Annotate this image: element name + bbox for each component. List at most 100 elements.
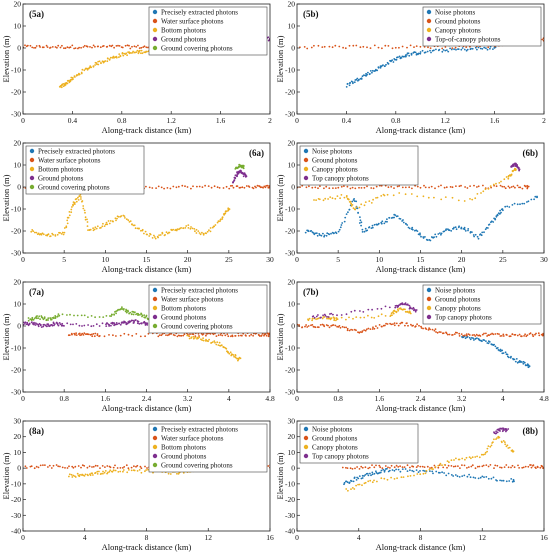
data-point	[194, 336, 196, 339]
data-point	[130, 313, 133, 315]
data-point	[463, 228, 466, 231]
data-point	[382, 468, 385, 471]
legend-entry: Noise photons	[312, 148, 353, 156]
data-point	[87, 324, 89, 326]
data-point	[209, 230, 212, 233]
data-point	[498, 333, 500, 335]
data-point	[363, 475, 365, 477]
x-tick-label: 0.4	[68, 116, 78, 125]
data-point	[472, 234, 475, 236]
data-point	[260, 334, 263, 337]
data-point	[433, 464, 436, 467]
data-point	[373, 44, 376, 47]
data-point	[326, 316, 328, 318]
data-point	[233, 355, 236, 358]
data-point	[104, 223, 107, 226]
data-point	[344, 216, 347, 219]
data-point	[476, 465, 479, 468]
data-point	[425, 469, 428, 472]
data-point	[349, 81, 351, 84]
data-point	[337, 230, 340, 233]
data-point	[419, 52, 422, 55]
data-point	[405, 303, 408, 306]
data-point	[502, 335, 505, 337]
data-point	[366, 46, 368, 49]
data-point	[129, 311, 132, 314]
data-point	[499, 430, 501, 432]
data-point	[118, 56, 120, 59]
data-point	[24, 323, 26, 325]
data-point	[26, 44, 29, 47]
data-point	[160, 334, 163, 337]
data-point	[383, 477, 386, 480]
data-point	[304, 325, 306, 328]
data-point	[368, 466, 371, 469]
data-point	[264, 333, 267, 335]
data-point	[71, 44, 74, 47]
data-point	[388, 306, 391, 309]
data-point	[121, 46, 124, 49]
data-point	[234, 176, 236, 179]
data-point	[411, 228, 414, 231]
legend-entry: Ground photons	[312, 435, 358, 443]
data-point	[417, 471, 420, 473]
data-point	[305, 324, 307, 326]
data-point	[89, 228, 92, 231]
data-point	[381, 467, 384, 470]
data-point	[271, 467, 273, 469]
data-point	[95, 323, 98, 326]
data-point	[64, 47, 67, 50]
legend-marker	[152, 323, 158, 329]
data-point	[109, 469, 112, 472]
data-point	[430, 51, 432, 54]
data-point	[76, 74, 79, 76]
y-tick-label: 10	[14, 22, 22, 31]
data-point	[26, 321, 29, 324]
data-point	[505, 176, 508, 178]
data-point	[405, 223, 407, 225]
data-point	[83, 475, 86, 477]
data-point	[39, 318, 41, 320]
legend-marker	[152, 426, 158, 432]
data-point	[511, 204, 514, 206]
data-point	[416, 473, 419, 475]
data-point	[403, 303, 406, 306]
data-point	[172, 228, 175, 231]
data-point	[359, 216, 361, 219]
data-point	[452, 465, 455, 468]
data-point	[474, 335, 477, 337]
data-point	[30, 230, 33, 233]
data-point	[530, 466, 533, 469]
data-point	[124, 217, 126, 219]
x-tick-label: 12	[205, 533, 213, 542]
data-point	[133, 465, 135, 468]
data-point	[515, 168, 517, 171]
y-tick-label: 0	[291, 464, 295, 473]
data-point	[252, 334, 255, 337]
data-point	[136, 464, 139, 467]
data-point	[323, 234, 326, 237]
data-point	[440, 184, 442, 187]
data-point	[526, 334, 529, 336]
data-point	[113, 469, 115, 472]
data-point	[104, 470, 107, 472]
data-point	[31, 46, 34, 49]
data-point	[407, 52, 410, 55]
data-point	[521, 202, 524, 205]
data-point	[384, 315, 387, 317]
data-point	[192, 185, 194, 188]
data-point	[306, 47, 309, 50]
data-point	[466, 187, 469, 189]
x-tick-label: 25	[225, 255, 233, 264]
data-point	[104, 60, 107, 62]
data-point	[364, 481, 367, 484]
data-point	[467, 229, 469, 232]
data-point	[420, 327, 423, 329]
data-point	[358, 475, 361, 477]
data-point	[136, 470, 139, 472]
data-point	[368, 200, 371, 203]
data-point	[96, 334, 99, 337]
data-point	[507, 185, 510, 188]
data-point	[492, 441, 494, 444]
x-tick-label: 0	[21, 255, 25, 264]
